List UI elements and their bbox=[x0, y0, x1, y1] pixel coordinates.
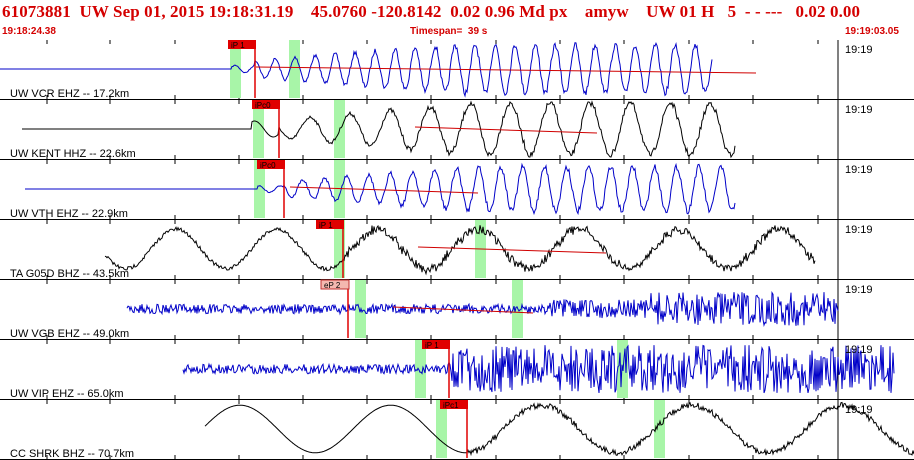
p-pick-label: iPc1 bbox=[443, 401, 459, 410]
event-vals: 0.02 0.96 bbox=[450, 2, 515, 21]
coda-fit-line bbox=[255, 66, 757, 74]
event-lat: 45.0760 bbox=[310, 2, 367, 21]
p-pick-label: iPc0 bbox=[255, 101, 271, 110]
phase-window bbox=[436, 400, 447, 458]
time-label: 19:19 bbox=[845, 404, 873, 416]
event-dashes: - - --- bbox=[744, 2, 783, 21]
p-pick-flag[interactable] bbox=[422, 340, 450, 349]
event-network: UW bbox=[79, 2, 109, 21]
p-pick-label: iP 1 bbox=[425, 341, 439, 350]
timespan: Timespan= 39 s bbox=[410, 26, 488, 37]
start-time: 19:18:24.38 bbox=[2, 26, 56, 37]
event-net2: UW 01 H bbox=[646, 2, 715, 21]
event-lon: -120.8142 bbox=[371, 2, 442, 21]
seismogram-trace bbox=[25, 162, 736, 216]
phase-window bbox=[334, 220, 345, 278]
p-pick-flag[interactable] bbox=[320, 279, 350, 290]
seismogram-trace bbox=[104, 224, 816, 276]
station-label: UW VIP EHZ -- 65.0km bbox=[10, 388, 123, 400]
time-label: 19:19 bbox=[845, 344, 873, 356]
phase-window bbox=[254, 160, 265, 218]
phase-window bbox=[654, 400, 665, 458]
p-pick-flag[interactable] bbox=[252, 100, 280, 109]
time-label: 19:19 bbox=[845, 164, 873, 176]
p-pick-flag[interactable] bbox=[440, 400, 468, 409]
station-label: TA G05D BHZ -- 43.5km bbox=[10, 268, 129, 280]
event-tail: 0.02 0.00 bbox=[795, 2, 861, 21]
p-pick-label: iPc0 bbox=[260, 161, 276, 170]
end-time: 19:19:03.05 bbox=[845, 26, 899, 37]
time-label: 19:19 bbox=[845, 284, 873, 296]
seismogram-trace bbox=[22, 100, 736, 159]
phase-window bbox=[415, 340, 426, 398]
event-id: 61073881 bbox=[2, 2, 71, 21]
station-label: UW KENT HHZ -- 22.6km bbox=[10, 148, 136, 160]
seismogram-trace bbox=[0, 41, 713, 98]
p-pick-flag[interactable] bbox=[316, 220, 344, 229]
p-pick-flag[interactable] bbox=[228, 40, 256, 49]
station-label: UW VTH EHZ -- 22.9km bbox=[10, 208, 128, 220]
station-label: UW VCR EHZ -- 17.2km bbox=[10, 88, 129, 100]
magnitude-type: Md bbox=[519, 2, 545, 21]
p-pick-label: iP 1 bbox=[231, 41, 245, 50]
p-pick-label: iP 1 bbox=[319, 221, 333, 230]
time-label: 19:19 bbox=[845, 44, 873, 56]
seismogram-trace bbox=[182, 344, 895, 394]
phase-window bbox=[253, 100, 264, 158]
coda-fit-line bbox=[417, 246, 607, 254]
seismogram-trace bbox=[126, 291, 839, 328]
coda-fit-line bbox=[289, 186, 479, 194]
seismogram-trace bbox=[204, 401, 914, 457]
phase-window bbox=[289, 40, 300, 98]
station-label: CC SHRK BHZ -- 70.7km bbox=[10, 448, 134, 460]
event-flag: px bbox=[549, 2, 568, 21]
time-label: 19:19 bbox=[845, 104, 873, 116]
waveform-panel[interactable]: iP 1 UW VCR EHZ -- 17.2km 19:19 iPc0 UW KENT… bbox=[0, 40, 914, 460]
event-author: amyw bbox=[584, 2, 629, 21]
event-count: 5 bbox=[727, 2, 737, 21]
event-summary-line: 61073881 UW Sep 01, 2015 19:18:31.19 45.… bbox=[2, 2, 860, 22]
phase-window bbox=[230, 40, 241, 98]
event-header: 61073881 UW Sep 01, 2015 19:18:31.19 45.… bbox=[0, 0, 914, 40]
time-label: 19:19 bbox=[845, 224, 873, 236]
p-pick-flag[interactable] bbox=[257, 160, 285, 169]
event-datetime: Sep 01, 2015 19:18:31.19 bbox=[113, 2, 294, 21]
station-label: UW VGB EHZ -- 49.0km bbox=[10, 328, 129, 340]
coda-fit-line bbox=[392, 306, 534, 314]
coda-fit-line bbox=[414, 126, 598, 134]
p-pick-label: eP 2 bbox=[324, 281, 341, 290]
